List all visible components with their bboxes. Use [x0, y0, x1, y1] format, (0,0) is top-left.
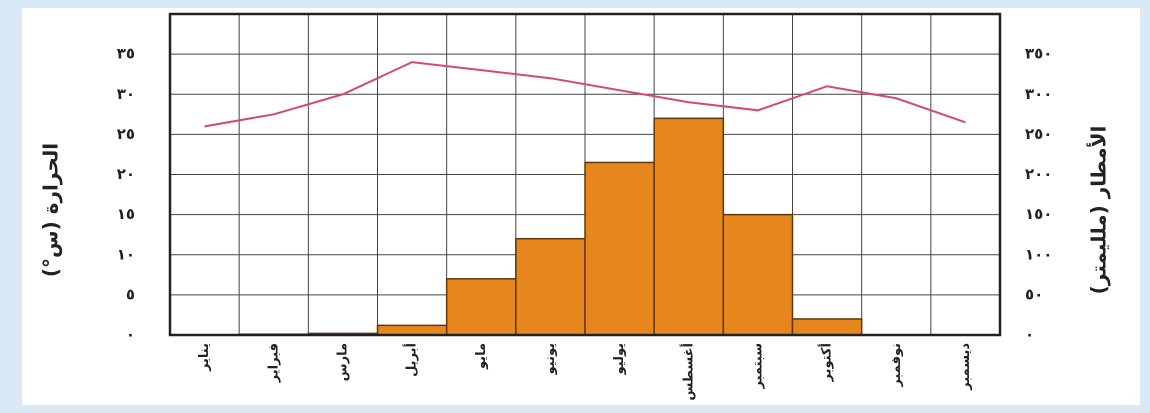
x-tick-label: مايو	[474, 343, 489, 370]
plot-frame	[168, 12, 1002, 337]
x-tick-label: أكتوبر	[818, 343, 835, 382]
bar	[584, 161, 655, 336]
x-tick-label: مارس	[335, 343, 350, 381]
x-tick-label: يوليو	[612, 343, 627, 375]
y2-tick-label: ٣٠٠	[1025, 85, 1052, 103]
y2-tick-label: ٣٥٠	[1025, 45, 1052, 63]
panel	[22, 8, 1140, 405]
y-tick-label: ٣٥	[117, 45, 135, 63]
y2-axis-label: الأمطار (ملليمتر)	[1086, 126, 1111, 295]
y2-tick-label: ٥٠	[1025, 285, 1043, 303]
line	[204, 61, 966, 128]
y2-tick-label: ١٠٠	[1025, 245, 1052, 263]
x-tick-label: نوفمبر	[889, 343, 904, 388]
x-tick-label: يناير	[197, 343, 212, 372]
y2-tick-label: ٢٠٠	[1025, 165, 1052, 183]
bar	[376, 324, 448, 336]
y-tick-label: ٢٥	[117, 125, 135, 143]
y-tick-label: ٣٠	[117, 85, 135, 103]
bar	[445, 278, 517, 336]
x-tick-label: يونيو	[543, 343, 558, 375]
y-tick-label: ٢٠	[117, 165, 135, 183]
y2-tick-label: ٠	[1025, 326, 1034, 344]
x-tick-label: سبتمبر	[750, 343, 765, 390]
y2-tick-label: ١٥٠	[1025, 205, 1052, 223]
bar	[515, 237, 586, 336]
y-tick-label: ١٠	[117, 245, 135, 263]
y-tick-label: ٠	[126, 326, 135, 344]
x-tick-label: ديسمبر	[958, 343, 973, 391]
bar	[653, 117, 725, 336]
y-tick-label: ١٥	[117, 205, 135, 223]
y-tick-label: ٥	[126, 285, 135, 303]
x-tick-label: أبريل	[403, 343, 420, 377]
x-tick-label: فبراير	[266, 343, 281, 383]
y-axis-label: الحرارة (س°)	[39, 143, 63, 277]
bar	[791, 318, 863, 336]
bar	[722, 213, 794, 336]
y2-tick-label: ٢٥٠	[1025, 125, 1052, 143]
x-tick-label: أغسطس	[679, 343, 696, 401]
